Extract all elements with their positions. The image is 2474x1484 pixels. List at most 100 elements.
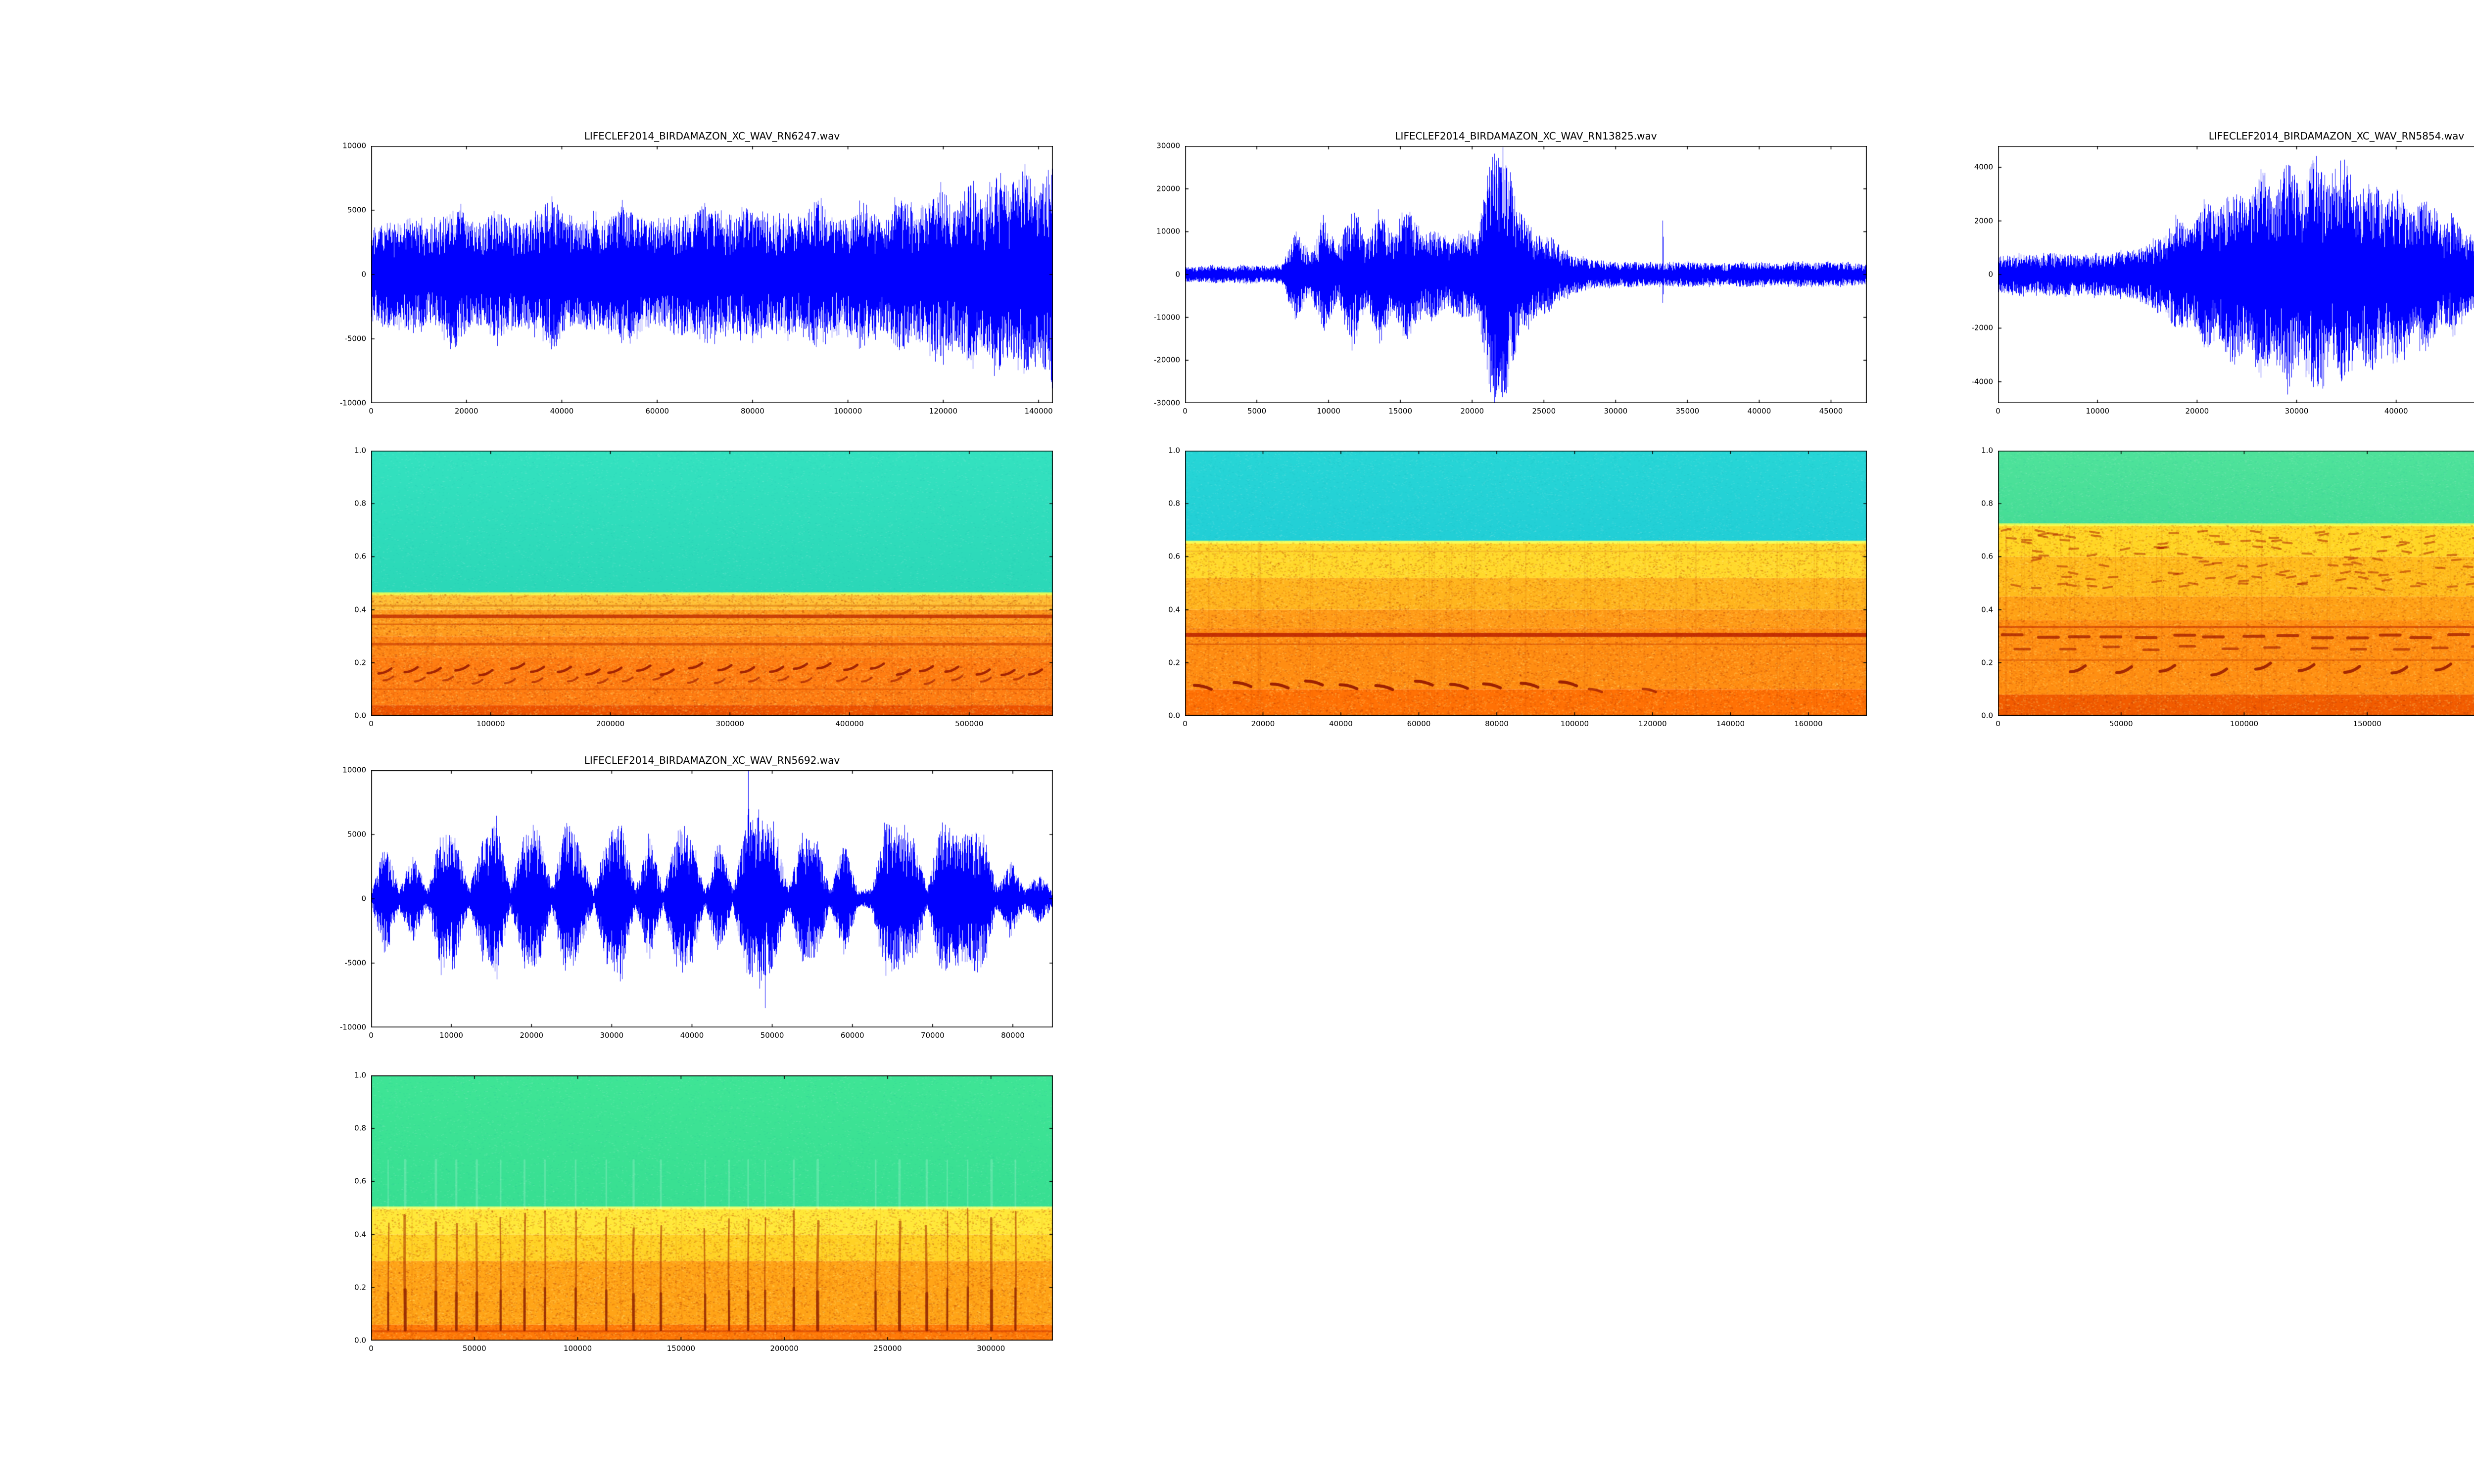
y-tick-label: -10000 bbox=[339, 398, 366, 408]
y-tick-label: 0.0 bbox=[354, 1336, 366, 1345]
y-tick-label: 0.4 bbox=[354, 1230, 366, 1239]
y-tick-label: 5000 bbox=[347, 205, 366, 215]
spectrogram-canvas bbox=[1185, 451, 1867, 716]
x-tick-label: 60000 bbox=[645, 407, 669, 416]
y-tick-label: 0.2 bbox=[354, 1283, 366, 1292]
x-tick-label: 200000 bbox=[770, 1344, 799, 1353]
subplot-spectrogram-rn13825: 0 20000 40000 60000 80000 100000 120000 140000 1… bbox=[1168, 447, 1867, 728]
subplot-waveform-rn5854: LIFECLEF2014_BIRDAMAZON_XC_WAV_RN5854.wa… bbox=[1971, 131, 2474, 415]
x-tick-label: 20000 bbox=[1251, 719, 1275, 728]
x-tick-label: 50000 bbox=[760, 1031, 784, 1040]
x-tick-label: 40000 bbox=[550, 407, 574, 416]
x-tick-label: 400000 bbox=[835, 719, 864, 728]
x-tick-label: 0 bbox=[369, 1031, 374, 1040]
x-tick-label: 50000 bbox=[462, 1344, 486, 1353]
waveform-canvas bbox=[1998, 146, 2474, 403]
y-tick-label: 1.0 bbox=[354, 446, 366, 455]
y-tick-label: 30000 bbox=[1156, 141, 1180, 150]
x-tick-label: 35000 bbox=[1675, 407, 1700, 416]
y-tick-label: 10000 bbox=[342, 141, 366, 150]
y-tick-label: 2000 bbox=[1974, 216, 1993, 226]
waveform-canvas bbox=[371, 770, 1053, 1027]
x-tick-label: 40000 bbox=[1329, 719, 1353, 728]
x-tick-label: 50000 bbox=[2109, 719, 2133, 728]
y-tick-label: 0.0 bbox=[1981, 711, 1993, 720]
spectrogram-canvas bbox=[371, 1075, 1053, 1341]
y-tick-label: 5000 bbox=[347, 830, 366, 839]
x-tick-label: 40000 bbox=[2384, 407, 2408, 416]
x-tick-label: 100000 bbox=[1560, 719, 1589, 728]
y-tick-label: 0.8 bbox=[1168, 499, 1180, 508]
x-tick-label: 200000 bbox=[596, 719, 625, 728]
x-tick-label: 15000 bbox=[1388, 407, 1413, 416]
x-tick-label: 80000 bbox=[1001, 1031, 1025, 1040]
y-tick-label: -10000 bbox=[1153, 313, 1180, 322]
x-tick-label: 20000 bbox=[520, 1031, 544, 1040]
waveform-canvas bbox=[1185, 146, 1867, 403]
x-tick-label: 40000 bbox=[1747, 407, 1771, 416]
y-tick-label: 0.8 bbox=[354, 499, 366, 508]
y-tick-label: 0.0 bbox=[354, 711, 366, 720]
x-tick-label: 100000 bbox=[476, 719, 505, 728]
x-tick-label: 30000 bbox=[600, 1031, 624, 1040]
x-tick-label: 60000 bbox=[840, 1031, 864, 1040]
x-tick-label: 20000 bbox=[454, 407, 478, 416]
x-tick-label: 25000 bbox=[1532, 407, 1556, 416]
plot-title: LIFECLEF2014_BIRDAMAZON_XC_WAV_RN13825.w… bbox=[1395, 130, 1657, 142]
spectrogram-canvas bbox=[371, 451, 1053, 716]
x-tick-label: 10000 bbox=[1317, 407, 1340, 416]
y-tick-label: 1.0 bbox=[1168, 446, 1180, 455]
y-tick-label: 10000 bbox=[1156, 227, 1180, 236]
x-tick-label: 30000 bbox=[1604, 407, 1628, 416]
subplot-waveform-rn6247: LIFECLEF2014_BIRDAMAZON_XC_WAV_RN6247.wa… bbox=[340, 131, 1053, 415]
y-tick-label: 0.2 bbox=[1168, 658, 1180, 667]
x-tick-label: 0 bbox=[369, 719, 374, 728]
x-tick-label: 300000 bbox=[977, 1344, 1005, 1353]
y-tick-label: 1.0 bbox=[1981, 446, 1993, 455]
x-tick-label: 100000 bbox=[563, 1344, 592, 1353]
plot-title: LIFECLEF2014_BIRDAMAZON_XC_WAV_RN6247.wa… bbox=[584, 130, 840, 142]
y-tick-label: -2000 bbox=[1971, 323, 1993, 332]
y-tick-label: 0.2 bbox=[1981, 658, 1993, 667]
y-tick-label: 0.6 bbox=[1981, 552, 1993, 561]
x-tick-label: 250000 bbox=[873, 1344, 902, 1353]
x-tick-label: 120000 bbox=[1638, 719, 1667, 728]
plot-title: LIFECLEF2014_BIRDAMAZON_XC_WAV_RN5854.wa… bbox=[2208, 130, 2465, 142]
x-tick-label: 30000 bbox=[2284, 407, 2309, 416]
spectrogram-canvas bbox=[1998, 451, 2474, 716]
x-tick-label: 150000 bbox=[2353, 719, 2381, 728]
x-tick-label: 60000 bbox=[1407, 719, 1431, 728]
x-tick-label: 140000 bbox=[1716, 719, 1745, 728]
y-tick-label: -4000 bbox=[1971, 377, 1993, 386]
y-tick-label: 0.6 bbox=[1168, 552, 1180, 561]
x-tick-label: 40000 bbox=[680, 1031, 704, 1040]
y-tick-label: 0.6 bbox=[354, 552, 366, 561]
y-tick-label: 0 bbox=[1988, 270, 1993, 279]
x-tick-label: 20000 bbox=[1460, 407, 1484, 416]
y-tick-label: 0.2 bbox=[354, 658, 366, 667]
subplot-waveform-rn5692: LIFECLEF2014_BIRDAMAZON_XC_WAV_RN5692.wa… bbox=[340, 755, 1053, 1039]
y-tick-label: 0.4 bbox=[354, 605, 366, 614]
x-tick-label: 140000 bbox=[1024, 407, 1053, 416]
x-tick-label: 0 bbox=[369, 1344, 374, 1353]
x-tick-label: 80000 bbox=[741, 407, 764, 416]
y-tick-label: 0 bbox=[361, 894, 366, 903]
y-tick-label: -10000 bbox=[339, 1022, 366, 1032]
x-tick-label: 10000 bbox=[439, 1031, 463, 1040]
y-tick-label: 20000 bbox=[1156, 184, 1180, 193]
waveform-canvas bbox=[371, 146, 1053, 403]
subplot-spectrogram-rn6247: 0 100000 200000 300000 400000 500000 0.0 0.2 0.4… bbox=[354, 447, 1053, 728]
y-tick-label: 1.0 bbox=[354, 1070, 366, 1080]
y-tick-label: 4000 bbox=[1974, 162, 1993, 172]
x-tick-label: 100000 bbox=[2230, 719, 2259, 728]
y-tick-label: 10000 bbox=[342, 765, 366, 775]
x-tick-label: 0 bbox=[1996, 719, 2000, 728]
y-tick-label: 0.8 bbox=[354, 1123, 366, 1133]
y-tick-label: -30000 bbox=[1153, 398, 1180, 408]
x-tick-label: 0 bbox=[1996, 407, 2000, 416]
x-tick-label: 10000 bbox=[2086, 407, 2110, 416]
x-tick-label: 80000 bbox=[1485, 719, 1509, 728]
x-tick-label: 20000 bbox=[2185, 407, 2209, 416]
x-tick-label: 0 bbox=[1183, 407, 1188, 416]
